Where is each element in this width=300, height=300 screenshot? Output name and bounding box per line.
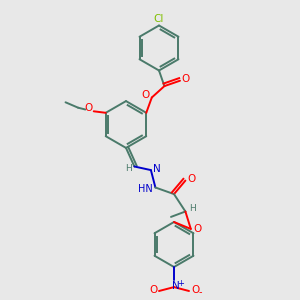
Text: N: N	[172, 280, 179, 291]
Text: N: N	[153, 164, 161, 174]
Text: O: O	[182, 74, 190, 85]
Text: O: O	[84, 103, 92, 113]
Text: O: O	[191, 285, 199, 296]
Text: +: +	[177, 279, 184, 288]
Text: O: O	[142, 90, 150, 100]
Text: O: O	[187, 174, 196, 184]
Text: -: -	[199, 287, 202, 297]
Text: H: H	[190, 204, 196, 213]
Text: Cl: Cl	[154, 14, 164, 24]
Text: HN: HN	[138, 184, 153, 194]
Text: H: H	[125, 164, 132, 173]
Text: O: O	[149, 285, 157, 296]
Text: O: O	[193, 224, 202, 234]
